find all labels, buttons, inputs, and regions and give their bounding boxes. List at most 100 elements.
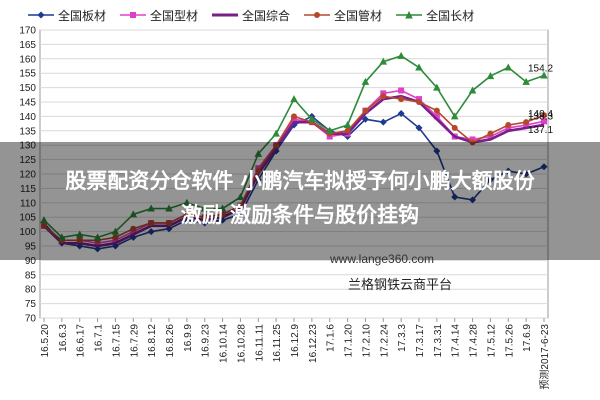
data-point-s1 (94, 245, 102, 253)
data-point-s4 (255, 168, 262, 175)
x-tick-label: 17.5.12 (486, 324, 497, 358)
data-point-s1 (379, 118, 387, 126)
x-tick-label: 16.12.9 (290, 324, 301, 358)
data-point-s1 (147, 228, 155, 236)
data-point-s4 (166, 219, 172, 226)
x-tick-label: 16.8.12 (147, 324, 158, 358)
data-point-s5 (200, 204, 209, 212)
x-tick-label: 16.11.25 (272, 324, 283, 363)
x-tick-label: 16.9.9 (183, 324, 194, 352)
data-point-s5 (379, 57, 388, 65)
data-point-s2 (398, 87, 405, 94)
legend: 全国板材 全国型材 全国综合 全国管材 全国长材 (28, 6, 488, 24)
y-tick-label: 155 (19, 69, 36, 80)
x-tick-label: 16.10.14 (219, 324, 230, 363)
data-point-s5 (183, 198, 191, 206)
y-tick-label: 70 (25, 314, 37, 325)
data-point-s5 (111, 227, 120, 235)
y-tick-label: 165 (19, 40, 36, 51)
data-point-s5 (93, 233, 102, 241)
x-tick-label: 16.8.26 (165, 324, 176, 358)
y-tick-label: 150 (19, 83, 36, 94)
y-tick-label: 85 (25, 270, 37, 281)
data-point-s1 (522, 170, 530, 178)
data-point-s4 (487, 130, 494, 137)
legend-swatch (212, 13, 239, 17)
legend-label: 全国板材 (58, 8, 107, 23)
data-point-s4 (344, 127, 351, 134)
data-point-s5 (40, 216, 48, 224)
x-tick-label: 16.5.20 (40, 324, 51, 358)
data-point-s4 (505, 122, 512, 129)
data-point-s5 (415, 63, 423, 71)
data-point-s1 (415, 124, 423, 132)
data-point-s4 (76, 237, 83, 244)
data-point-s5 (236, 193, 245, 201)
data-point-s1 (361, 115, 369, 123)
data-point-s5 (540, 71, 548, 79)
data-point-s4 (41, 222, 47, 229)
data-point-s4 (433, 107, 440, 114)
data-point-s2 (433, 113, 440, 120)
data-point-s1 (236, 210, 244, 218)
data-point-s4 (541, 112, 547, 119)
data-point-s5 (325, 126, 334, 134)
data-point-s4 (398, 96, 405, 103)
data-point-s4 (112, 234, 119, 241)
data-point-s1 (451, 193, 459, 201)
x-tick-label: 16.7.1 (94, 324, 105, 352)
legend-label: 全国管材 (334, 8, 383, 23)
x-tick-label: 17.6.9 (522, 324, 533, 352)
legend-label: 全国型材 (150, 8, 199, 23)
data-point-s5 (308, 115, 316, 123)
data-point-s5 (254, 149, 263, 157)
x-tick-label: 16.11.11 (254, 324, 265, 362)
data-point-s4 (219, 211, 226, 218)
data-point-s5 (361, 77, 370, 85)
data-point-s1 (201, 219, 209, 227)
data-point-s4 (148, 219, 155, 226)
data-point-s1 (540, 163, 548, 171)
data-point-s4 (451, 124, 458, 131)
x-tick-label: 16.10.28 (236, 324, 247, 363)
x-tick-label: 17.4.28 (469, 324, 480, 358)
legend-label: 全国长材 (426, 8, 475, 23)
legend-swatch (28, 11, 54, 19)
y-tick-label: 160 (19, 54, 36, 65)
end-value-label: 140.4 (528, 109, 553, 120)
data-point-s5 (397, 51, 405, 59)
data-point-s4 (237, 202, 244, 209)
x-tick-label: 预测2017-6-23 (538, 324, 551, 390)
series-line-3 (43, 94, 545, 248)
y-tick-label: 90 (25, 256, 37, 267)
data-point-s2 (541, 118, 547, 125)
legend-item-1: 全国板材 (28, 7, 106, 24)
overlay-title-line2: 激励 激励条件与股价挂钩 (180, 203, 420, 227)
data-point-s1 (504, 167, 512, 175)
x-tick-label: 17.2.24 (379, 324, 390, 358)
data-point-s5 (75, 230, 84, 238)
data-point-s4 (291, 113, 297, 120)
data-point-s5 (433, 83, 441, 91)
y-tick-label: 110 (20, 198, 36, 209)
data-point-s4 (362, 107, 369, 114)
data-point-s4 (130, 225, 137, 232)
y-tick-label: 120 (19, 170, 36, 181)
data-point-s5 (58, 233, 66, 241)
overlay-title-line1: 股票配资分仓软件 小鹏汽车拟授予何小鹏大额股份 (65, 169, 535, 193)
data-point-s4 (469, 139, 476, 146)
data-point-s5 (468, 86, 477, 94)
data-point-s5 (129, 210, 138, 218)
data-point-s5 (343, 121, 352, 129)
data-point-s5 (218, 204, 227, 212)
data-point-s1 (254, 176, 262, 184)
y-tick-label: 75 (25, 299, 37, 310)
data-point-s1 (486, 176, 494, 184)
data-point-s5 (522, 77, 530, 85)
x-tick-label: 16.7.29 (129, 324, 140, 358)
watermark-text: www.lange360.com (330, 252, 435, 266)
x-tick-label: 16.12.23 (308, 324, 319, 363)
legend-label: 全国综合 (242, 8, 291, 23)
end-value-label: 137.1 (528, 125, 553, 136)
